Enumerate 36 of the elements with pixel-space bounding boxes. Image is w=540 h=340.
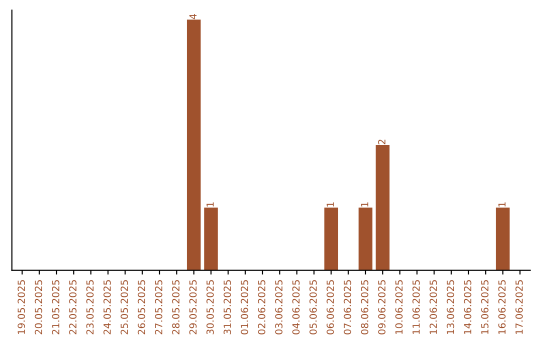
x-tick-label: 17.06.2025 [515, 280, 523, 334]
x-tick-label: 07.06.2025 [344, 280, 352, 334]
x-tick-label: 31.05.2025 [224, 280, 231, 334]
x-tick-label: 10.06.2025 [395, 280, 403, 334]
x-tick-label: 12.06.2025 [430, 280, 437, 334]
x-tick-label: 09.06.2025 [378, 280, 386, 334]
x-tick-label: 23.05.2025 [86, 280, 94, 334]
x-tick-label: 25.05.2025 [120, 280, 128, 334]
x-tick-label: 06.06.2025 [326, 280, 334, 334]
x-tick-label: 28.05.2025 [172, 280, 180, 334]
data-label: 1 [326, 202, 334, 207]
data-label: 4 [189, 14, 197, 20]
x-tick-label: 11.06.2025 [412, 280, 420, 334]
x-tick-label: 22.05.2025 [69, 280, 76, 334]
x-tick-label: 05.06.2025 [309, 280, 317, 334]
x-tick-label: 30.05.2025 [206, 280, 214, 334]
x-tick-label: 24.05.2025 [103, 280, 111, 334]
x-tick-label: 13.06.2025 [446, 280, 454, 334]
data-label: 1 [361, 202, 368, 207]
x-tick-label: 14.06.2025 [464, 280, 472, 334]
x-tick-label: 03.06.2025 [275, 280, 282, 334]
x-tick-label: 08.06.2025 [360, 280, 368, 334]
x-tick-label: 01.06.2025 [240, 280, 248, 334]
data-label: 1 [498, 202, 506, 207]
x-tick-label: 20.05.2025 [34, 280, 42, 334]
x-tick-label: 04.06.2025 [292, 280, 300, 334]
x-tick-label: 29.05.2025 [189, 280, 197, 334]
x-tick-label: 16.06.2025 [498, 280, 506, 334]
data-label: 2 [378, 140, 386, 144]
x-tick-label: 19.05.2025 [18, 280, 25, 334]
x-tick-label: 21.05.2025 [52, 280, 60, 334]
data-label: 1 [206, 202, 214, 207]
x-tick-label: 26.05.2025 [138, 280, 146, 334]
x-tick-label: 27.05.2025 [154, 280, 162, 334]
x-tick-label: 02.06.2025 [258, 280, 266, 334]
x-tick-label: 15.06.2025 [481, 280, 488, 334]
